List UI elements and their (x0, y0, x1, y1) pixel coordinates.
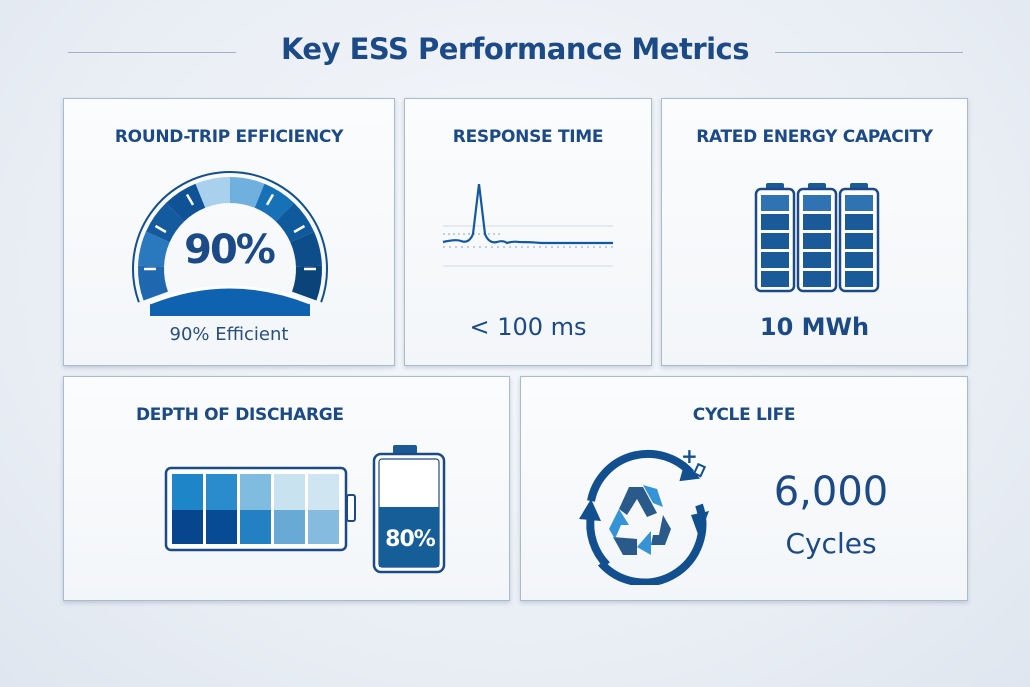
card-depth-of-discharge: DEPTH OF DISCHARGE 80% (63, 376, 510, 601)
card-round-trip-efficiency: ROUND-TRIP EFFICIENCY 90% 90% Efficient (63, 98, 395, 366)
discharge-cell (308, 510, 339, 544)
battery-level-icon (372, 445, 446, 574)
card-title: CYCLE LIFE (692, 405, 796, 425)
cycle-value: 6,000 (773, 469, 889, 515)
gauge-icon (132, 171, 328, 316)
battery-cell (803, 233, 831, 249)
gauge-segment (254, 183, 294, 222)
battery-cell (803, 195, 831, 211)
discharge-cell (240, 474, 271, 510)
battery-cell (761, 195, 789, 211)
battery-cell (803, 271, 831, 287)
svg-text:+: + (681, 445, 698, 468)
card-title: DEPTH OF DISCHARGE (136, 405, 344, 425)
capacity-value: 10 MWh (759, 313, 870, 341)
title-divider-left (68, 52, 236, 53)
battery-cell (845, 252, 873, 268)
gauge-value: 90% (184, 227, 276, 273)
card-title: ROUND-TRIP EFFICIENCY (114, 127, 344, 147)
battery-cells-icon (164, 466, 356, 552)
page-title: Key ESS Performance Metrics (280, 32, 750, 66)
gauge-segment (166, 183, 206, 222)
discharge-cell (172, 510, 203, 544)
battery-cell (761, 233, 789, 249)
discharge-cell (172, 474, 203, 510)
gauge-segment (230, 177, 265, 208)
discharge-cell (206, 510, 237, 544)
battery-cell (845, 195, 873, 211)
battery-cell (845, 233, 873, 249)
battery-cell (761, 214, 789, 230)
response-spike-chart (442, 184, 613, 267)
discharge-cell (206, 474, 237, 510)
battery-cell (803, 252, 831, 268)
battery-cell (845, 271, 873, 287)
cycle-unit: Cycles (785, 527, 877, 560)
gauge-segment (145, 202, 185, 243)
battery-cell (761, 271, 789, 287)
discharge-cell (274, 510, 305, 544)
battery-cell (803, 214, 831, 230)
card-response-time: RESPONSE TIME < 100 ms (404, 98, 652, 366)
title-divider-right (775, 52, 963, 53)
gauge-segment (290, 231, 322, 267)
efficiency-caption: 90% Efficient (169, 324, 289, 345)
gauge-segment (292, 265, 322, 301)
card-rated-energy-capacity: RATED ENERGY CAPACITY 10 MWh (661, 98, 968, 366)
response-value: < 100 ms (469, 313, 587, 341)
battery-cell (761, 252, 789, 268)
dod-battery-label: 80% (385, 527, 436, 552)
battery-icon (754, 183, 880, 293)
card-title: RATED ENERGY CAPACITY (696, 127, 933, 147)
gauge-segment (138, 265, 168, 301)
gauge-segment (275, 202, 315, 243)
recycle-icon: + (579, 445, 709, 585)
gauge-segment (195, 177, 230, 208)
discharge-cell (240, 510, 271, 544)
card-cycle-life: CYCLE LIFE + 6,000 Cycles (520, 376, 968, 601)
discharge-cell (274, 474, 305, 510)
gauge-segment (138, 231, 170, 267)
battery-cell (845, 214, 873, 230)
card-title: RESPONSE TIME (452, 127, 604, 147)
discharge-cell (308, 474, 339, 510)
